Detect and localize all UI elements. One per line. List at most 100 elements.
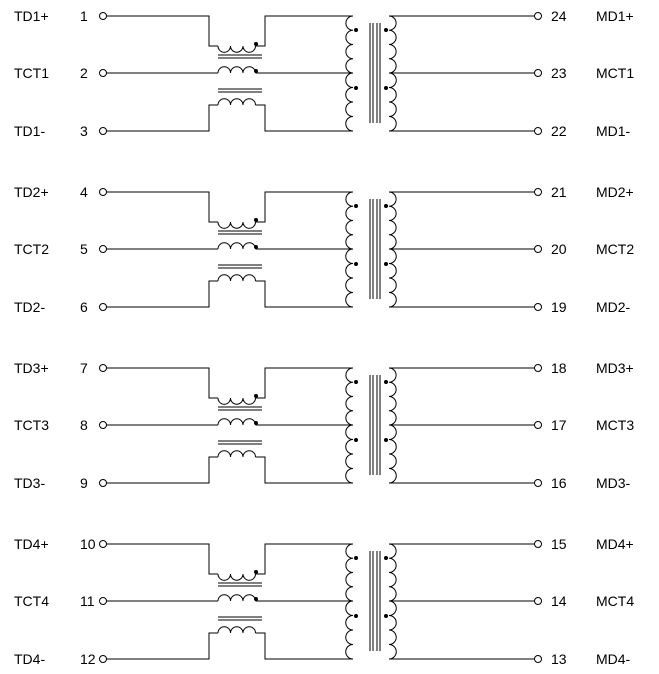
pin-number-5: 5 bbox=[80, 241, 88, 257]
wire-bottom-mid bbox=[255, 632, 353, 660]
pin-number-19: 19 bbox=[551, 299, 567, 315]
signal-label-tct4: TCT4 bbox=[14, 593, 49, 609]
transformer-secondary-lower bbox=[388, 72, 397, 132]
polarity-dot bbox=[354, 556, 358, 560]
pin-terminal-17 bbox=[534, 421, 542, 429]
polarity-dot bbox=[254, 394, 258, 398]
signal-label-md2-neg: MD2- bbox=[596, 299, 631, 315]
pin-number-22: 22 bbox=[551, 123, 567, 139]
transformer-primary-lower bbox=[345, 248, 354, 308]
polarity-dot bbox=[384, 556, 388, 560]
pin-number-16: 16 bbox=[551, 475, 567, 491]
choke-coil-center bbox=[217, 594, 256, 602]
wire-top-mid bbox=[255, 367, 353, 399]
polarity-dot bbox=[354, 28, 358, 32]
transformer-secondary-lower bbox=[388, 424, 397, 484]
transformer-primary-upper bbox=[345, 191, 354, 250]
pin-number-24: 24 bbox=[551, 8, 567, 24]
pin-terminal-2 bbox=[99, 69, 107, 77]
signal-label-mct2: MCT2 bbox=[596, 241, 634, 257]
pin-terminal-15 bbox=[534, 540, 542, 548]
transformer-primary-lower bbox=[345, 72, 354, 132]
polarity-dot bbox=[384, 28, 388, 32]
transformer-secondary-upper bbox=[388, 15, 397, 74]
pin-number-13: 13 bbox=[551, 651, 567, 667]
polarity-dot bbox=[384, 204, 388, 208]
pin-number-12: 12 bbox=[80, 651, 96, 667]
pin-number-11: 11 bbox=[80, 593, 95, 609]
pin-terminal-4 bbox=[99, 188, 107, 196]
channel-4: TD4+ 10 TCT4 11 TD4- 12 15 MD4+ 14 MCT4 13 MD4- bbox=[14, 536, 634, 667]
pin-number-8: 8 bbox=[80, 417, 88, 433]
wire-top-mid bbox=[255, 15, 353, 47]
signal-label-td1-neg: TD1- bbox=[14, 123, 45, 139]
pin-number-21: 21 bbox=[551, 184, 567, 200]
wire-top-left bbox=[106, 191, 218, 223]
choke-coil-center bbox=[217, 418, 256, 426]
signal-label-td1-pos: TD1+ bbox=[14, 8, 49, 24]
polarity-dot bbox=[254, 245, 258, 249]
pin-number-10: 10 bbox=[80, 536, 96, 552]
transformer-secondary-upper bbox=[388, 367, 397, 426]
signal-label-td4-pos: TD4+ bbox=[14, 536, 49, 552]
polarity-dot bbox=[354, 262, 358, 266]
signal-label-mct3: MCT3 bbox=[596, 417, 634, 433]
choke-coil-center bbox=[217, 242, 256, 250]
signal-label-md2-pos: MD2+ bbox=[596, 184, 634, 200]
signal-label-md1-neg: MD1- bbox=[596, 123, 631, 139]
polarity-dot bbox=[254, 42, 258, 46]
choke-coil-lower bbox=[217, 450, 256, 458]
signal-label-tct2: TCT2 bbox=[14, 241, 49, 257]
pin-terminal-20 bbox=[534, 245, 542, 253]
transformer-primary-lower bbox=[345, 600, 354, 660]
channel-1: TD1+ 1 TCT1 2 TD1- 3 24 MD1+ 23 MCT1 22 MD1- bbox=[14, 8, 634, 139]
wire-top-left bbox=[106, 367, 218, 399]
choke-coil-center bbox=[217, 66, 256, 74]
pin-number-20: 20 bbox=[551, 241, 567, 257]
signal-label-td3-neg: TD3- bbox=[14, 475, 45, 491]
pin-number-7: 7 bbox=[80, 360, 88, 376]
polarity-dot bbox=[384, 86, 388, 90]
signal-label-tct1: TCT1 bbox=[14, 65, 49, 81]
wire-bottom-mid bbox=[255, 280, 353, 308]
pin-number-15: 15 bbox=[551, 536, 567, 552]
polarity-dot bbox=[354, 438, 358, 442]
polarity-dot bbox=[354, 86, 358, 90]
transformer-primary-upper bbox=[345, 15, 354, 74]
signal-label-md4-neg: MD4- bbox=[596, 651, 631, 667]
pin-number-18: 18 bbox=[551, 360, 567, 376]
wire-bottom-mid bbox=[255, 456, 353, 484]
polarity-dot bbox=[254, 421, 258, 425]
pin-terminal-13 bbox=[534, 655, 542, 663]
signal-label-td2-pos: TD2+ bbox=[14, 184, 49, 200]
polarity-dot bbox=[354, 614, 358, 618]
polarity-dot bbox=[354, 380, 358, 384]
pin-terminal-6 bbox=[99, 303, 107, 311]
pin-terminal-19 bbox=[534, 303, 542, 311]
wire-bottom-left bbox=[106, 632, 218, 660]
pin-terminal-16 bbox=[534, 479, 542, 487]
wire-top-left bbox=[106, 15, 218, 47]
transformer-primary-lower bbox=[345, 424, 354, 484]
channel-2: TD2+ 4 TCT2 5 TD2- 6 21 MD2+ 20 MCT2 19 MD2- bbox=[14, 184, 634, 315]
wire-bottom-left bbox=[106, 104, 218, 132]
polarity-dot bbox=[254, 218, 258, 222]
polarity-dot bbox=[254, 570, 258, 574]
transformer-secondary-lower bbox=[388, 600, 397, 660]
polarity-dot bbox=[254, 69, 258, 73]
pin-terminal-9 bbox=[99, 479, 107, 487]
polarity-dot bbox=[384, 380, 388, 384]
pin-terminal-18 bbox=[534, 364, 542, 372]
pin-terminal-14 bbox=[534, 597, 542, 605]
pin-terminal-12 bbox=[99, 655, 107, 663]
pin-number-2: 2 bbox=[80, 65, 88, 81]
pin-terminal-23 bbox=[534, 69, 542, 77]
wire-top-left bbox=[106, 543, 218, 575]
signal-label-td3-pos: TD3+ bbox=[14, 360, 49, 376]
choke-coil-lower bbox=[217, 98, 256, 106]
pin-terminal-3 bbox=[99, 127, 107, 135]
signal-label-md3-pos: MD3+ bbox=[596, 360, 634, 376]
polarity-dot bbox=[384, 262, 388, 266]
signal-label-md4-pos: MD4+ bbox=[596, 536, 634, 552]
pin-number-23: 23 bbox=[551, 65, 567, 81]
